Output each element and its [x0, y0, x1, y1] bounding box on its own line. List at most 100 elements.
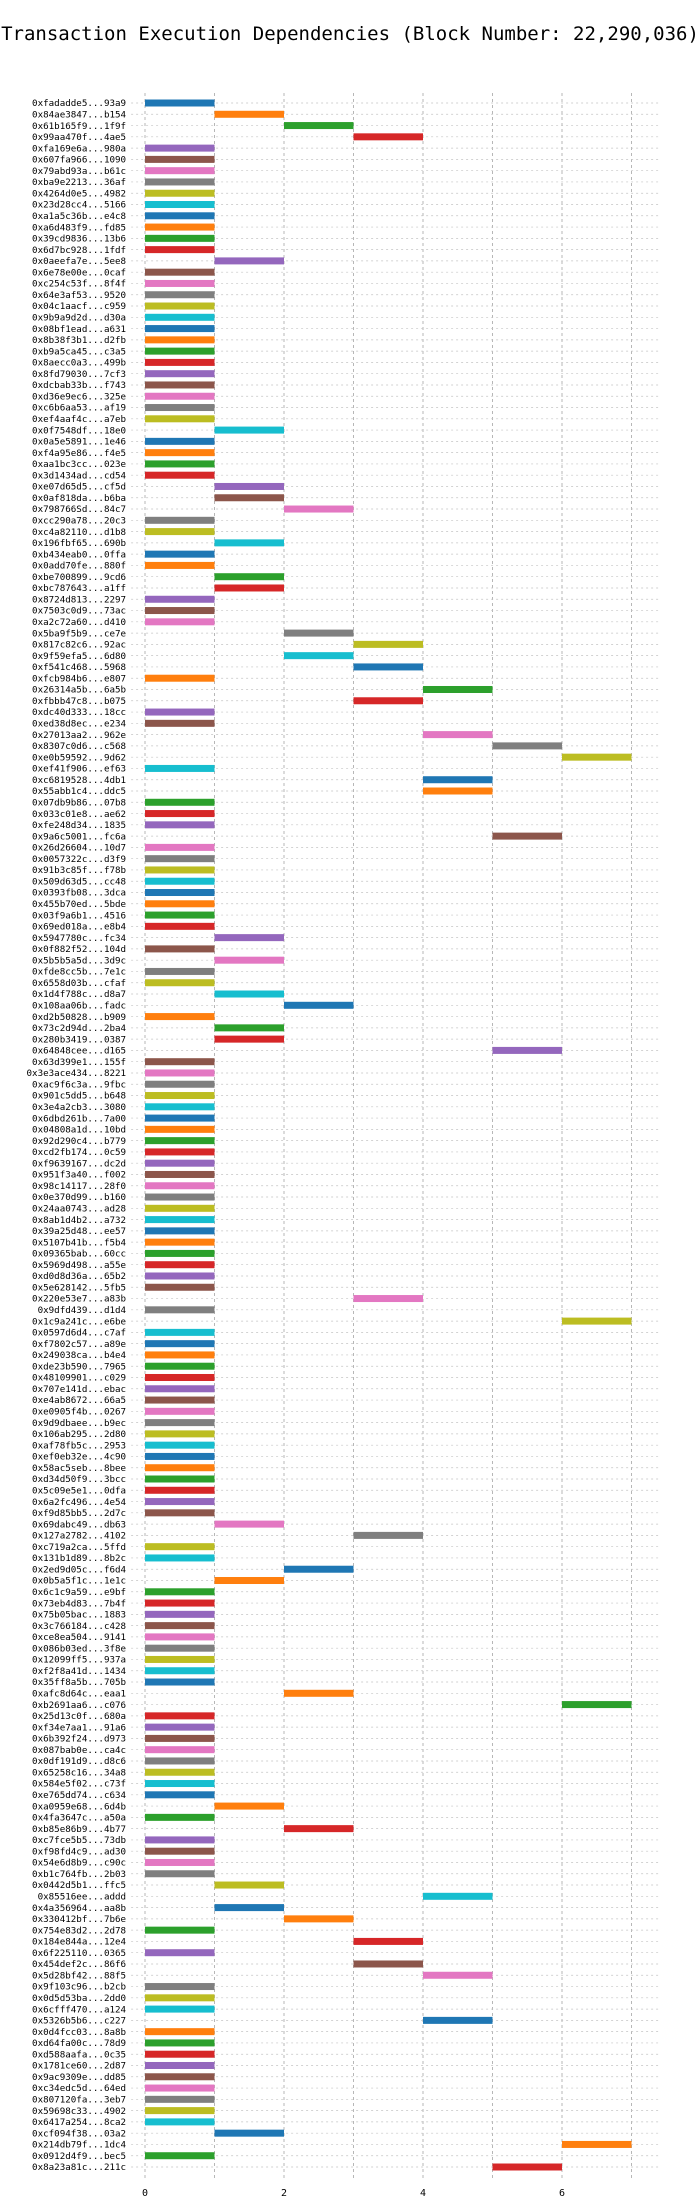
y-tick-label: 0x27013aa2...962e [32, 730, 126, 741]
y-tick-label: 0xfcb984b6...e807 [32, 673, 126, 684]
dependency-bar [145, 392, 215, 400]
y-tick-label: 0x9f103c96...b2cb [32, 1982, 126, 1993]
y-tick-label: 0xef41f906...ef63 [32, 764, 126, 775]
dependency-bar [145, 1678, 215, 1686]
chart-title: Transaction Execution Dependencies (Bloc… [1, 23, 699, 45]
dependency-bar [145, 719, 215, 727]
dependency-bar [145, 279, 215, 287]
dependency-bar [284, 1001, 354, 1009]
y-tick-label: 0x8a23a81c...211c [32, 2162, 126, 2173]
y-tick-label: 0x9d9dbaee...b9ec [32, 1418, 126, 1429]
dependency-bar [145, 1362, 215, 1370]
dependency-bar [145, 979, 215, 987]
y-tick-label: 0x98c14117...28f0 [32, 1181, 126, 1192]
y-tick-label: 0x73c2d94d...2ba4 [32, 1023, 127, 1034]
dependency-bar [145, 1340, 215, 1348]
dependency-bar [145, 404, 215, 412]
dependency-bar [145, 1667, 215, 1675]
y-tick-label: 0xd64fa00c...78d9 [32, 2038, 126, 2049]
dependency-bar [145, 1712, 215, 1720]
dependency-bar [145, 1610, 215, 1618]
dependency-bar [145, 855, 215, 863]
y-tick-label: 0x1c9a241c...e6be [32, 1316, 126, 1327]
y-tick-label: 0x127a2782...4102 [32, 1531, 126, 1542]
dependency-bar [284, 505, 354, 513]
dependency-bar [145, 2095, 215, 2103]
dependency-bar [145, 877, 215, 885]
dependency-bar [145, 2005, 215, 2013]
dependency-bar [145, 1655, 215, 1663]
dependency-bar [145, 167, 215, 175]
y-tick-label: 0xef0eb32e...4c90 [32, 1452, 126, 1463]
dependency-bar [145, 2152, 215, 2160]
y-tick-label: 0x91b3c85f...f78b [32, 865, 126, 876]
dependency-bar [145, 922, 215, 930]
y-tick-label: 0x0e370d99...b160 [32, 1192, 126, 1203]
dependency-bar [214, 1904, 284, 1912]
dependency-bar [214, 1577, 284, 1585]
dependency-bar [145, 99, 215, 107]
y-tick-label: 0xe765dd74...c634 [32, 1790, 127, 1801]
x-tick-label: 6 [559, 2188, 565, 2199]
dependency-bar [145, 550, 215, 558]
dependency-bar [284, 1689, 354, 1697]
y-tick-label: 0x09365bab...60cc [32, 1249, 126, 1260]
y-tick-label: 0x59698c33...4902 [32, 2106, 126, 2117]
dependency-bar [145, 528, 215, 536]
dependency-bar [145, 1227, 215, 1235]
y-tick-label: 0x0f7548df...18e0 [32, 425, 126, 436]
dependency-bar [145, 1249, 215, 1257]
y-tick-label: 0x584e5f02...c73f [32, 1779, 126, 1790]
dependency-bar [145, 708, 215, 716]
y-tick-label: 0xbe700899...9cd6 [32, 572, 126, 583]
dependency-bar [145, 246, 215, 254]
dependency-bar [145, 1644, 215, 1652]
y-tick-label: 0xef4aaf4c...a7eb [32, 414, 126, 425]
y-tick-label: 0x6c1c9a59...e9bf [32, 1587, 126, 1598]
y-tick-label: 0x509d63d5...cc48 [32, 876, 126, 887]
y-tick-label: 0x3d1434ad...cd54 [32, 470, 127, 481]
dependency-bar [145, 843, 215, 851]
dependency-bar [353, 133, 423, 141]
dependency-bar [145, 449, 215, 457]
y-tick-label: 0x6b392f24...d973 [32, 1734, 126, 1745]
y-tick-label: 0x61b165f9...1f9f [32, 121, 126, 132]
dependency-bar [145, 1148, 215, 1156]
x-tick-label: 0 [142, 2188, 148, 2199]
dependency-bar [145, 1328, 215, 1336]
dependency-bar [145, 2073, 215, 2081]
y-tick-label: 0x607fa966...1090 [32, 155, 126, 166]
bar-layer [145, 99, 632, 2171]
dependency-bar [353, 1531, 423, 1539]
y-tick-label: 0x330412bf...7b6e [32, 1914, 126, 1925]
dependency-bar [284, 652, 354, 660]
y-tick-label: 0x214db79f...1dc4 [32, 2140, 127, 2151]
dependency-bar [145, 1430, 215, 1438]
dependency-bar [145, 1373, 215, 1381]
dependency-bar [145, 945, 215, 953]
y-tick-label: 0x3c766184...c428 [32, 1621, 126, 1632]
dependency-bar [145, 1114, 215, 1122]
dependency-bar [214, 1881, 284, 1889]
dependency-bar [145, 2050, 215, 2058]
y-tick-label: 0x8307c0d6...c568 [32, 741, 126, 752]
y-tick-label: 0xed38d8ec...e234 [32, 719, 127, 730]
y-tick-label: 0xaa1bc3cc...023e [32, 459, 126, 470]
dependency-bar [214, 482, 284, 490]
y-tick-label: 0x6417a254...8ca2 [32, 2117, 126, 2128]
y-tick-label: 0x04808a1d...10bd [32, 1125, 126, 1136]
y-tick-label: 0xc6b6aa53...af19 [32, 403, 126, 414]
dependency-bar [145, 2118, 215, 2126]
y-tick-label: 0x4a356964...aa8b [32, 1903, 126, 1914]
y-tick-label: 0x0af818da...b6ba [32, 493, 126, 504]
y-tick-label: 0x85516ee...addd [38, 1892, 127, 1903]
dependency-bar [145, 460, 215, 468]
y-tick-label: 0x807120fa...3eb7 [32, 2095, 126, 2106]
y-tick-label: 0x0d5d53ba...2dd0 [32, 1993, 126, 2004]
y-tick-label: 0x707e141d...ebac [32, 1384, 126, 1395]
y-tick-label: 0xf9639167...dc2d [32, 1158, 126, 1169]
dependency-bar [145, 1013, 215, 1021]
dependency-bar [145, 415, 215, 423]
dependency-bar [145, 1137, 215, 1145]
